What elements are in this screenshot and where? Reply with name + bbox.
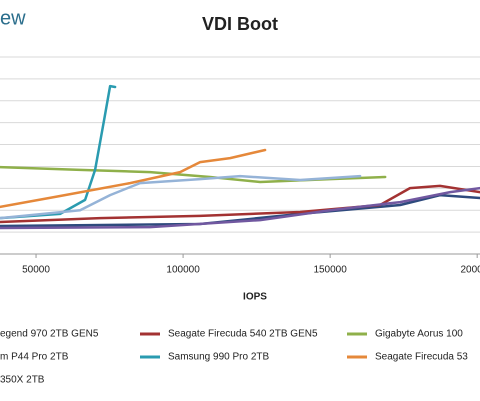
legend-label: Seagate Firecuda 53	[375, 352, 468, 363]
legend-label: 350X 2TB	[0, 375, 45, 386]
series-line	[0, 148, 267, 209]
x-tick-label: 200000	[460, 265, 480, 276]
x-axis-title: IOPS	[243, 292, 267, 303]
legend-label: egend 970 2TB GEN5	[0, 329, 99, 340]
legend-label: Seagate Firecuda 540 2TB GEN5	[168, 329, 318, 340]
legend-label: Gigabyte Aorus 100	[375, 329, 463, 340]
series-line	[0, 174, 362, 220]
x-tick-label: 100000	[166, 265, 200, 276]
chart-title: VDI Boot	[202, 14, 278, 34]
legend-label: m P44 Pro 2TB	[0, 352, 69, 363]
series-line	[0, 84, 117, 220]
x-tick-label: 50000	[22, 265, 50, 276]
logo-text: ew	[0, 7, 26, 29]
x-tick-label: 150000	[313, 265, 347, 276]
series-line	[0, 186, 480, 230]
legend-label: Samsung 990 Pro 2TB	[168, 352, 269, 363]
series-line	[0, 193, 480, 228]
